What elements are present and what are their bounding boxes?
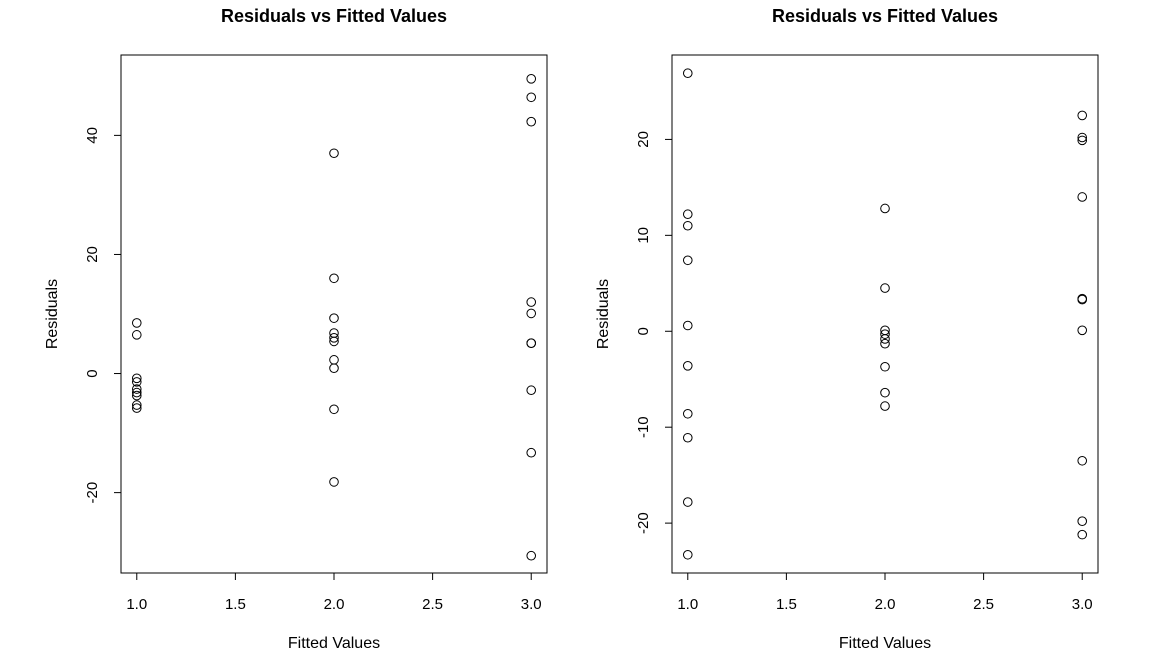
data-point: [131, 400, 142, 410]
data-point: [526, 116, 537, 127]
y-tick-label: -20: [84, 482, 101, 504]
data-point: [682, 68, 693, 79]
y-tick-label: -10: [635, 416, 652, 438]
data-point: [526, 447, 537, 458]
y-tick-label: 0: [84, 369, 101, 377]
data-point: [526, 385, 537, 396]
y-axis-label: Residuals: [595, 279, 612, 349]
data-point: [131, 318, 142, 328]
x-tick-label: 3.0: [1072, 596, 1093, 613]
x-axis-label: Fitted Values: [288, 635, 380, 651]
data-point: [526, 297, 537, 307]
data-point: [1077, 455, 1088, 466]
data-point: [131, 373, 142, 384]
y-tick-label: 40: [84, 127, 101, 144]
y-axis-label: Residuals: [44, 279, 61, 349]
data-point: [131, 390, 142, 401]
y-tick-label: 20: [635, 131, 652, 148]
data-point: [329, 477, 339, 487]
x-tick-label: 1.5: [776, 596, 797, 613]
left-residual-plot: Residuals vs Fitted Values 1.0 1.5 2.0 2.5 3.…: [44, 6, 548, 651]
data-point: [131, 403, 142, 413]
data-point: [329, 336, 339, 347]
data-point: [880, 338, 890, 349]
data-point: [682, 361, 693, 371]
data-point: [682, 220, 693, 231]
data-point: [526, 308, 537, 319]
data-point: [329, 363, 339, 373]
y-tick-label: 10: [635, 227, 652, 244]
data-point: [131, 377, 142, 387]
x-axis-label: Fitted Values: [839, 635, 931, 651]
data-point: [1077, 132, 1088, 143]
data-point: [131, 384, 142, 394]
data-point: [526, 92, 537, 103]
plot-area-frame: [671, 54, 1099, 574]
x-tick-label: 1.0: [126, 596, 147, 613]
data-point: [526, 550, 537, 561]
data-point: [131, 330, 142, 340]
data-point: [880, 401, 890, 411]
x-tick-label: 2.0: [324, 596, 345, 613]
x-tick-label: 1.5: [225, 596, 246, 613]
data-point: [1077, 294, 1088, 305]
data-point: [682, 549, 693, 560]
data-point: [329, 148, 339, 159]
data-point: [880, 361, 890, 372]
data-point: [682, 320, 693, 331]
x-tick-label: 2.5: [422, 596, 443, 613]
data-point: [682, 408, 693, 419]
data-point: [329, 355, 339, 365]
data-point: [329, 404, 339, 415]
data-point: [1077, 516, 1088, 527]
data-point: [526, 74, 537, 84]
data-point: [1077, 529, 1088, 540]
data-point: [329, 273, 339, 284]
data-point: [880, 203, 890, 214]
data-point: [329, 313, 339, 323]
data-point: [1077, 325, 1088, 336]
x-tick-label: 2.5: [973, 596, 994, 613]
x-tick-label: 1.0: [677, 596, 698, 613]
data-point: [682, 209, 693, 220]
data-point: [1077, 110, 1088, 121]
data-point: [682, 432, 693, 443]
data-point: [682, 255, 693, 266]
data-point: [880, 329, 890, 339]
y-tick-label: 20: [84, 246, 101, 263]
y-tick-label: -20: [635, 512, 652, 534]
right-residual-plot: Residuals vs Fitted Values 1.0 1.5 2.0 2.5 3.…: [595, 6, 1099, 651]
y-tick-label: 0: [635, 327, 652, 335]
x-tick-label: 2.0: [875, 596, 896, 613]
chart-title: Residuals vs Fitted Values: [221, 6, 447, 26]
data-point: [880, 387, 890, 398]
data-point: [1077, 192, 1088, 202]
x-tick-label: 3.0: [521, 596, 542, 613]
data-point: [1077, 135, 1088, 146]
data-point: [131, 387, 142, 398]
data-point: [329, 333, 339, 343]
data-point: [526, 338, 537, 348]
chart-title: Residuals vs Fitted Values: [772, 6, 998, 26]
data-point: [682, 497, 693, 507]
data-point: [880, 283, 890, 293]
data-point: [880, 334, 890, 344]
